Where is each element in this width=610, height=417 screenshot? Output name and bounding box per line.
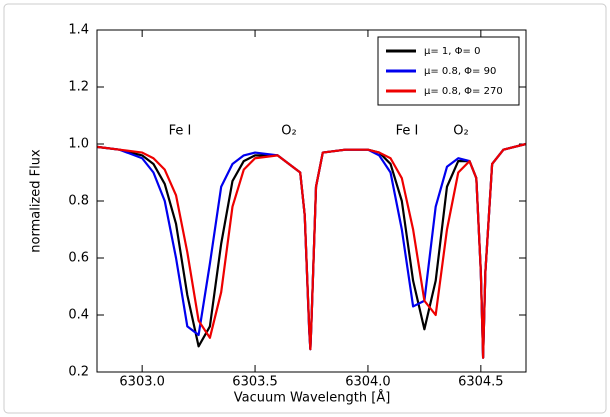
y-tick-label: 0.6: [68, 251, 89, 266]
annotation: O₂: [453, 124, 468, 139]
annotation: Fe I: [396, 124, 419, 139]
annotation: Fe I: [169, 124, 192, 139]
annotation: O₂: [281, 124, 296, 139]
x-tick-label: 6304.5: [458, 375, 504, 390]
legend-label: μ= 1, Φ= 0: [424, 46, 480, 57]
y-tick-label: 0.2: [68, 365, 89, 380]
x-tick-label: 6303.0: [119, 375, 165, 390]
y-tick-label: 0.8: [68, 194, 89, 209]
legend-label: μ= 0.8, Φ= 90: [424, 66, 496, 77]
y-tick-label: 1.4: [68, 23, 89, 38]
legend-label: μ= 0.8, Φ= 270: [424, 86, 503, 97]
series-line: [96, 142, 527, 359]
y-tick-label: 1.2: [68, 80, 89, 95]
y-axis-label: normalized Flux: [29, 149, 44, 253]
plot-border: [96, 29, 527, 373]
x-tick-label: 6303.5: [232, 375, 278, 390]
y-tick-label: 0.4: [68, 308, 89, 323]
x-tick-label: 6304.0: [345, 375, 391, 390]
x-axis-label: Vacuum Wavelength [Å]: [234, 390, 391, 406]
y-tick-label: 1.0: [68, 137, 89, 152]
